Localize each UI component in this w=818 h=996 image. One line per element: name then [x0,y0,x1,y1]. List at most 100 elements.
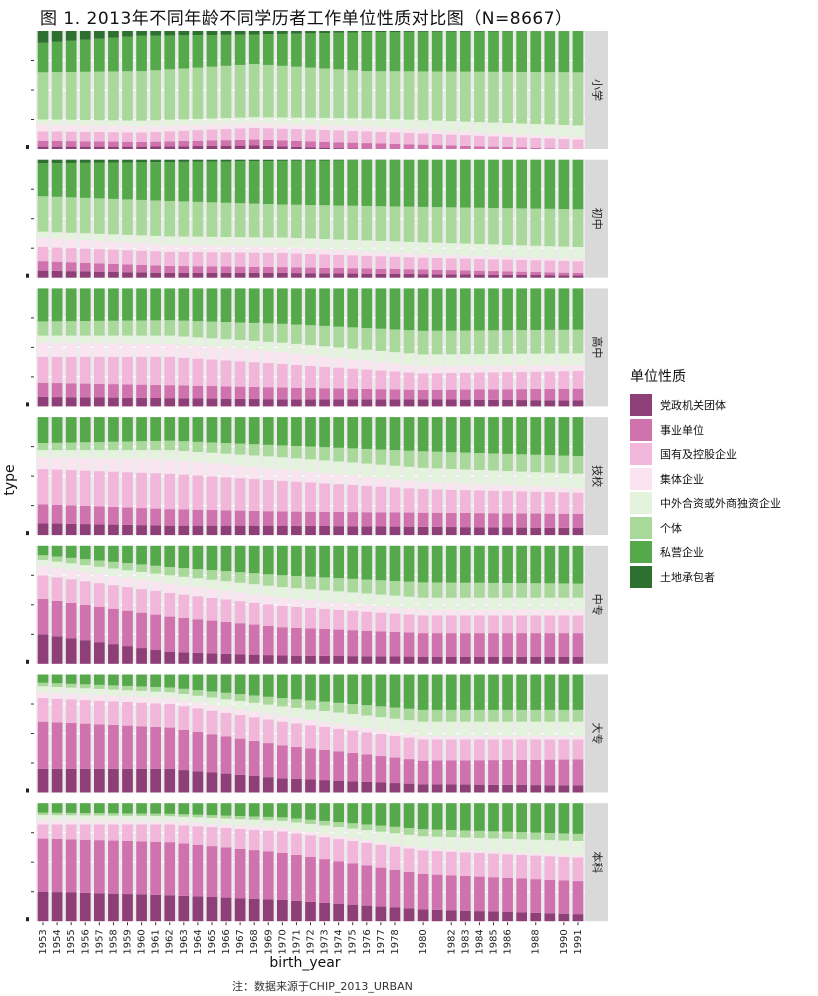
bar-segment [502,739,513,760]
bar-segment [164,385,176,399]
bar-segment [291,511,302,526]
bar-segment [65,768,77,793]
x-tick-label: 1953 [38,929,49,954]
bar-segment [178,814,190,817]
bar-segment [558,417,570,456]
bar-segment [516,208,527,246]
bar-segment [291,900,302,922]
bar-segment [178,344,190,358]
bar-segment [375,31,387,33]
bar-segment [389,613,401,632]
bar-segment [417,848,429,851]
bar-segment [305,700,316,710]
y-axis-marker [26,145,29,149]
bar-segment [572,739,584,760]
bar-segment [431,389,443,400]
bar-segment [262,851,274,900]
bar-segment [108,263,119,272]
bar-segment [108,343,119,357]
bar-segment [502,372,513,390]
bar-segment [65,563,77,570]
bar-segment [192,702,204,709]
bar-segment [206,236,218,246]
bar-segment [558,854,570,857]
bar-segment [502,513,513,528]
bar-segment [248,252,260,267]
bar-segment [361,251,373,256]
bar-segment [37,721,49,769]
facet-panel: 大专 [26,674,608,793]
bar-segment [319,721,330,728]
bar-segment [234,349,246,362]
y-axis-title: type [2,464,18,495]
bar-segment [122,587,133,611]
bar-segment [178,417,190,442]
bar-segment [248,898,260,922]
bar-segment [206,140,218,146]
bar-segment [474,417,485,454]
bar-segment [248,340,260,351]
bar-segment [530,879,542,913]
legend-label: 个体 [660,521,682,535]
bar-segment [389,526,401,536]
bar-segment [94,335,105,344]
bar-segment [445,452,457,469]
bar-segment [291,353,302,365]
bar-segment [474,135,485,147]
bar-segment [277,831,288,853]
bar-segment [108,893,119,922]
bar-segment [417,254,429,258]
bar-segment [37,812,49,815]
bar-segment [79,262,91,272]
bar-segment [389,718,401,732]
bar-segment [79,233,91,240]
bar-segment [375,631,387,657]
bar-segment [79,674,91,685]
bar-segment [220,847,232,898]
bar-segment [558,785,570,793]
bar-segment [530,491,542,514]
bar-segment [206,545,218,571]
bar-segment [305,399,316,407]
bar-segment [516,491,527,514]
bar-segment [474,582,485,598]
bar-segment [136,71,147,121]
bar-segment [136,571,147,580]
bar-segment [220,31,232,35]
bar-segment [136,417,147,442]
bar-segment [375,206,387,241]
bar-segment [572,139,584,149]
bar-segment [37,891,49,922]
bar-segment [445,258,457,271]
bar-segment [150,272,161,278]
bar-segment [460,31,471,32]
facet-strip-label: 初中 [591,208,605,230]
bar-segment [150,146,161,149]
bar-segment [403,526,415,536]
bar-segment [94,263,105,272]
bar-segment [572,528,584,536]
bar-segment [220,417,232,444]
bar-segment [277,525,288,536]
bar-segment [291,598,302,607]
bar-segment [94,815,105,821]
bar-segment [375,605,387,613]
bar-segment [108,159,119,163]
bar-segment [544,545,556,584]
bar-segment [277,272,288,278]
bar-segment [361,118,373,127]
bar-segment [65,40,77,72]
bar-segment [164,768,176,793]
bar-segment [389,71,401,120]
bar-segment [375,389,387,400]
bar-segment [94,768,105,793]
bar-segment [291,417,302,447]
bar-segment [516,271,527,275]
bar-segment [319,366,330,389]
bar-segment [136,162,147,200]
bar-segment [502,851,513,855]
bar-segment [460,469,471,484]
bar-segment [530,545,542,584]
bar-segment [460,721,471,736]
bar-segment [530,912,542,922]
